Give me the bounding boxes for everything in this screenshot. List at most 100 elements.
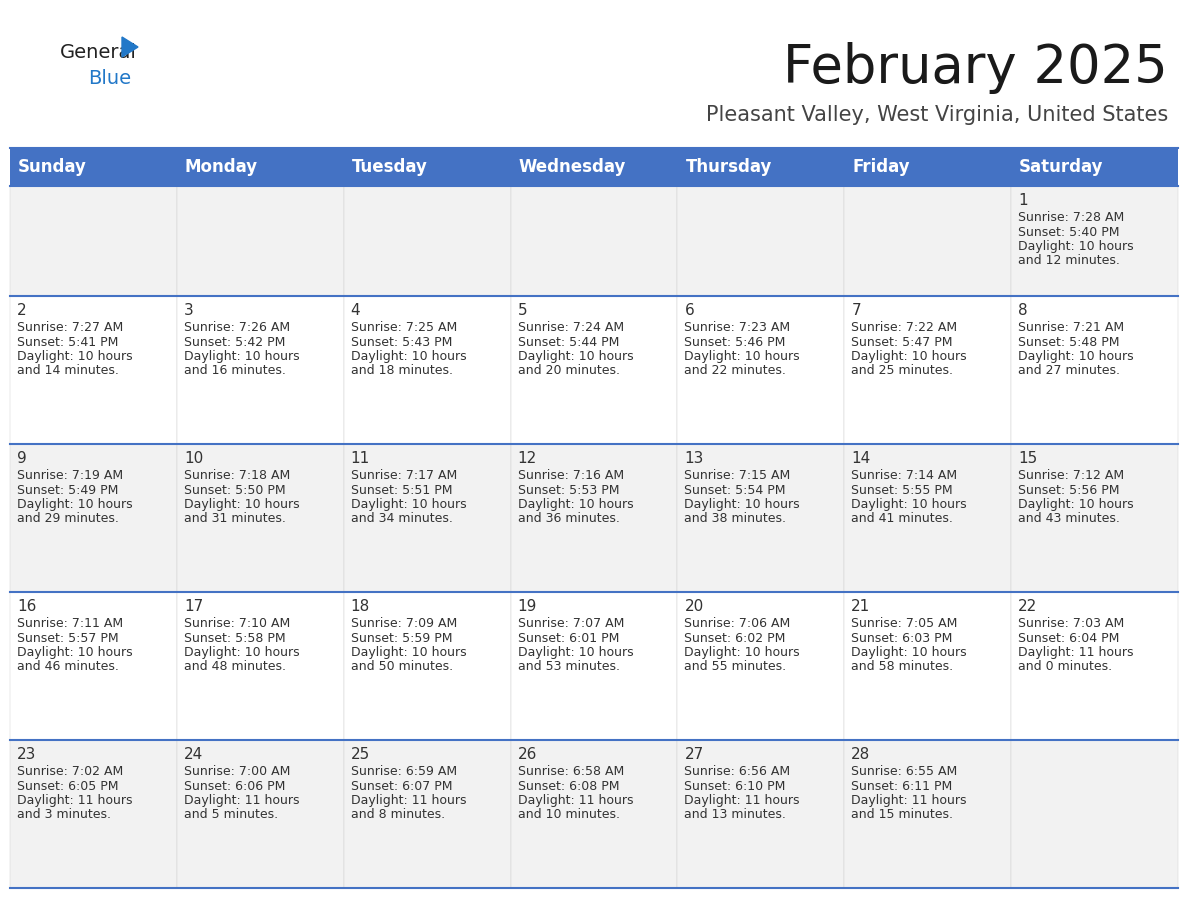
Text: Daylight: 10 hours: Daylight: 10 hours [852, 498, 967, 511]
Text: and 53 minutes.: and 53 minutes. [518, 660, 620, 674]
Text: Daylight: 10 hours: Daylight: 10 hours [17, 498, 133, 511]
Text: 13: 13 [684, 451, 703, 466]
Text: Daylight: 10 hours: Daylight: 10 hours [518, 350, 633, 363]
Text: 28: 28 [852, 747, 871, 762]
Bar [845, 740, 1011, 888]
Bar [677, 740, 845, 888]
Bar [343, 444, 511, 592]
Text: and 13 minutes.: and 13 minutes. [684, 809, 786, 822]
Text: Sunrise: 7:12 AM: Sunrise: 7:12 AM [1018, 469, 1124, 482]
Text: and 27 minutes.: and 27 minutes. [1018, 364, 1120, 377]
Text: Sunrise: 7:25 AM: Sunrise: 7:25 AM [350, 321, 457, 334]
Text: Sunset: 6:07 PM: Sunset: 6:07 PM [350, 779, 453, 792]
Text: Daylight: 10 hours: Daylight: 10 hours [852, 646, 967, 659]
Bar [511, 296, 677, 444]
Text: Daylight: 11 hours: Daylight: 11 hours [17, 794, 133, 807]
Text: 8: 8 [1018, 303, 1028, 318]
Bar [343, 592, 511, 740]
Text: Sunset: 5:58 PM: Sunset: 5:58 PM [184, 632, 285, 644]
Text: Sunset: 6:01 PM: Sunset: 6:01 PM [518, 632, 619, 644]
Polygon shape [122, 37, 138, 57]
Text: Sunrise: 7:15 AM: Sunrise: 7:15 AM [684, 469, 791, 482]
Text: General: General [61, 42, 137, 62]
Text: Sunrise: 7:17 AM: Sunrise: 7:17 AM [350, 469, 457, 482]
Text: Sunset: 5:40 PM: Sunset: 5:40 PM [1018, 226, 1119, 239]
Text: and 29 minutes.: and 29 minutes. [17, 512, 119, 525]
Text: Pleasant Valley, West Virginia, United States: Pleasant Valley, West Virginia, United S… [706, 105, 1168, 125]
Text: 25: 25 [350, 747, 369, 762]
Bar [177, 592, 343, 740]
Text: and 16 minutes.: and 16 minutes. [184, 364, 286, 377]
Text: Daylight: 10 hours: Daylight: 10 hours [1018, 498, 1133, 511]
Text: Sunrise: 7:26 AM: Sunrise: 7:26 AM [184, 321, 290, 334]
Bar [845, 296, 1011, 444]
Bar [1011, 186, 1178, 296]
Bar [845, 186, 1011, 296]
Text: Sunset: 6:06 PM: Sunset: 6:06 PM [184, 779, 285, 792]
Text: Daylight: 10 hours: Daylight: 10 hours [350, 498, 467, 511]
Text: Sunset: 5:46 PM: Sunset: 5:46 PM [684, 335, 785, 349]
Text: Sunset: 6:04 PM: Sunset: 6:04 PM [1018, 632, 1119, 644]
Text: and 10 minutes.: and 10 minutes. [518, 809, 620, 822]
Text: and 46 minutes.: and 46 minutes. [17, 660, 119, 674]
Text: 6: 6 [684, 303, 694, 318]
Text: and 48 minutes.: and 48 minutes. [184, 660, 286, 674]
Text: Sunrise: 7:14 AM: Sunrise: 7:14 AM [852, 469, 958, 482]
Text: 14: 14 [852, 451, 871, 466]
Text: and 58 minutes.: and 58 minutes. [852, 660, 954, 674]
Text: and 12 minutes.: and 12 minutes. [1018, 254, 1120, 267]
Text: Monday: Monday [185, 158, 258, 176]
Text: Sunset: 5:48 PM: Sunset: 5:48 PM [1018, 335, 1119, 349]
Text: Saturday: Saturday [1019, 158, 1104, 176]
Text: Sunset: 6:03 PM: Sunset: 6:03 PM [852, 632, 953, 644]
Text: Daylight: 11 hours: Daylight: 11 hours [518, 794, 633, 807]
Text: and 50 minutes.: and 50 minutes. [350, 660, 453, 674]
Bar [511, 592, 677, 740]
Text: Daylight: 10 hours: Daylight: 10 hours [518, 646, 633, 659]
Text: Daylight: 11 hours: Daylight: 11 hours [350, 794, 466, 807]
Bar [511, 740, 677, 888]
Text: Sunrise: 6:59 AM: Sunrise: 6:59 AM [350, 765, 457, 778]
Text: and 34 minutes.: and 34 minutes. [350, 512, 453, 525]
Bar [177, 296, 343, 444]
Text: Daylight: 10 hours: Daylight: 10 hours [184, 350, 299, 363]
Text: and 31 minutes.: and 31 minutes. [184, 512, 286, 525]
Text: Daylight: 10 hours: Daylight: 10 hours [17, 350, 133, 363]
Text: Sunrise: 7:00 AM: Sunrise: 7:00 AM [184, 765, 290, 778]
Bar [10, 444, 177, 592]
Bar [677, 592, 845, 740]
Text: 10: 10 [184, 451, 203, 466]
Text: Sunrise: 7:19 AM: Sunrise: 7:19 AM [17, 469, 124, 482]
Text: Sunrise: 7:24 AM: Sunrise: 7:24 AM [518, 321, 624, 334]
Text: Sunrise: 7:07 AM: Sunrise: 7:07 AM [518, 617, 624, 630]
Text: and 15 minutes.: and 15 minutes. [852, 809, 953, 822]
Text: Sunset: 5:56 PM: Sunset: 5:56 PM [1018, 484, 1119, 497]
Bar [10, 148, 1178, 186]
Text: 9: 9 [17, 451, 27, 466]
Text: and 38 minutes.: and 38 minutes. [684, 512, 786, 525]
Text: Sunset: 5:47 PM: Sunset: 5:47 PM [852, 335, 953, 349]
Text: Sunset: 5:55 PM: Sunset: 5:55 PM [852, 484, 953, 497]
Text: 20: 20 [684, 599, 703, 614]
Text: and 36 minutes.: and 36 minutes. [518, 512, 619, 525]
Text: Thursday: Thursday [685, 158, 772, 176]
Text: Sunrise: 7:11 AM: Sunrise: 7:11 AM [17, 617, 124, 630]
Text: Sunset: 5:51 PM: Sunset: 5:51 PM [350, 484, 453, 497]
Text: Sunrise: 7:06 AM: Sunrise: 7:06 AM [684, 617, 791, 630]
Text: 22: 22 [1018, 599, 1037, 614]
Text: Daylight: 11 hours: Daylight: 11 hours [684, 794, 800, 807]
Text: 3: 3 [184, 303, 194, 318]
Text: 12: 12 [518, 451, 537, 466]
Text: Daylight: 10 hours: Daylight: 10 hours [518, 498, 633, 511]
Text: Daylight: 10 hours: Daylight: 10 hours [1018, 240, 1133, 253]
Text: Sunrise: 6:55 AM: Sunrise: 6:55 AM [852, 765, 958, 778]
Text: Sunrise: 7:27 AM: Sunrise: 7:27 AM [17, 321, 124, 334]
Text: and 0 minutes.: and 0 minutes. [1018, 660, 1112, 674]
Text: Daylight: 10 hours: Daylight: 10 hours [350, 646, 467, 659]
Bar [10, 296, 177, 444]
Text: Sunset: 5:53 PM: Sunset: 5:53 PM [518, 484, 619, 497]
Text: 23: 23 [17, 747, 37, 762]
Text: 16: 16 [17, 599, 37, 614]
Bar [845, 592, 1011, 740]
Text: Daylight: 10 hours: Daylight: 10 hours [350, 350, 467, 363]
